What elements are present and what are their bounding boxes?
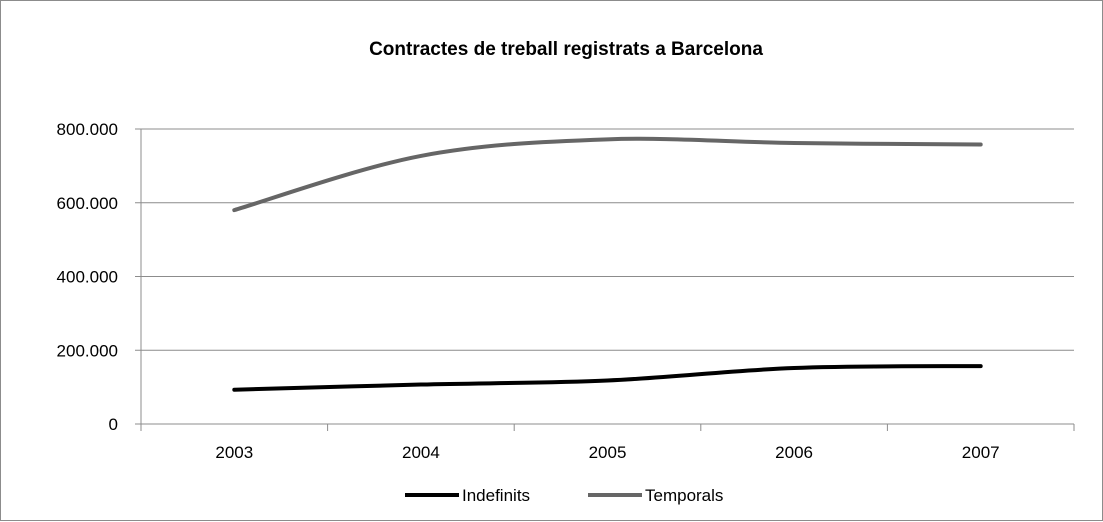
legend-item-indefinits: Indefinits <box>405 486 530 505</box>
y-tick-label: 400.000 <box>57 268 118 287</box>
x-tick-label: 2006 <box>775 443 813 462</box>
y-tick-label: 200.000 <box>57 341 118 360</box>
legend-label: Temporals <box>645 486 723 505</box>
y-tick-label: 800.000 <box>57 120 118 139</box>
legend-item-temporals: Temporals <box>588 486 723 505</box>
y-tick-label: 0 <box>109 415 118 434</box>
axes <box>135 128 1075 431</box>
x-tick-label: 2007 <box>962 443 1000 462</box>
x-axis-tick-labels: 2003 2004 2005 2006 2007 <box>215 443 999 462</box>
series-line-indefinits <box>232 364 983 392</box>
series-line-temporals <box>232 136 983 213</box>
series-lines <box>232 136 983 392</box>
x-tick-label: 2004 <box>402 443 440 462</box>
gridlines <box>141 128 1074 351</box>
legend-label: Indefinits <box>462 486 530 505</box>
y-tick-label: 600.000 <box>57 194 118 213</box>
y-axis-tick-labels: 0 200.000 400.000 600.000 800.000 <box>57 120 118 434</box>
x-tick-label: 2005 <box>589 443 627 462</box>
chart-title: Contractes de treball registrats a Barce… <box>369 39 763 60</box>
legend: Indefinits Temporals <box>405 486 723 505</box>
x-tick-label: 2003 <box>215 443 253 462</box>
